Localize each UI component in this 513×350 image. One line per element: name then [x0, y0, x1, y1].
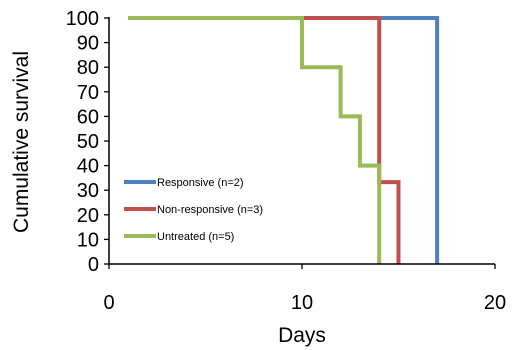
legend-label-2: Non-responsive (n=3): [157, 204, 263, 216]
y-tick-label: 80: [77, 57, 99, 79]
series-layer: [128, 16, 440, 264]
y-tick-label: 60: [77, 106, 99, 128]
y-tick-label: 20: [77, 205, 99, 227]
x-axis-title: Days: [278, 324, 326, 347]
legend: Responsive (n=2) Non-responsive (n=3) Untr…: [124, 177, 263, 243]
y-tick-label: 40: [77, 156, 99, 178]
series-line-1: [128, 16, 440, 264]
y-tick-label: 100: [66, 8, 99, 30]
x-tick-label: 20: [484, 292, 506, 314]
legend-label-1: Responsive (n=2): [157, 177, 244, 189]
x-tick-label: 0: [103, 292, 114, 314]
y-tick-label: 50: [77, 131, 99, 153]
y-tick-label: 70: [77, 82, 99, 104]
series-line-3: [128, 16, 382, 264]
y-axis-title: Cumulative survival: [10, 51, 33, 233]
y-tick-label: 30: [77, 180, 99, 202]
legend-label-3: Untreated (n=5): [157, 231, 234, 243]
x-tick-label: 10: [291, 292, 313, 314]
y-tick-label: 10: [77, 229, 99, 251]
y-tick-label: 90: [77, 33, 99, 55]
y-tick-label: 0: [88, 254, 99, 276]
